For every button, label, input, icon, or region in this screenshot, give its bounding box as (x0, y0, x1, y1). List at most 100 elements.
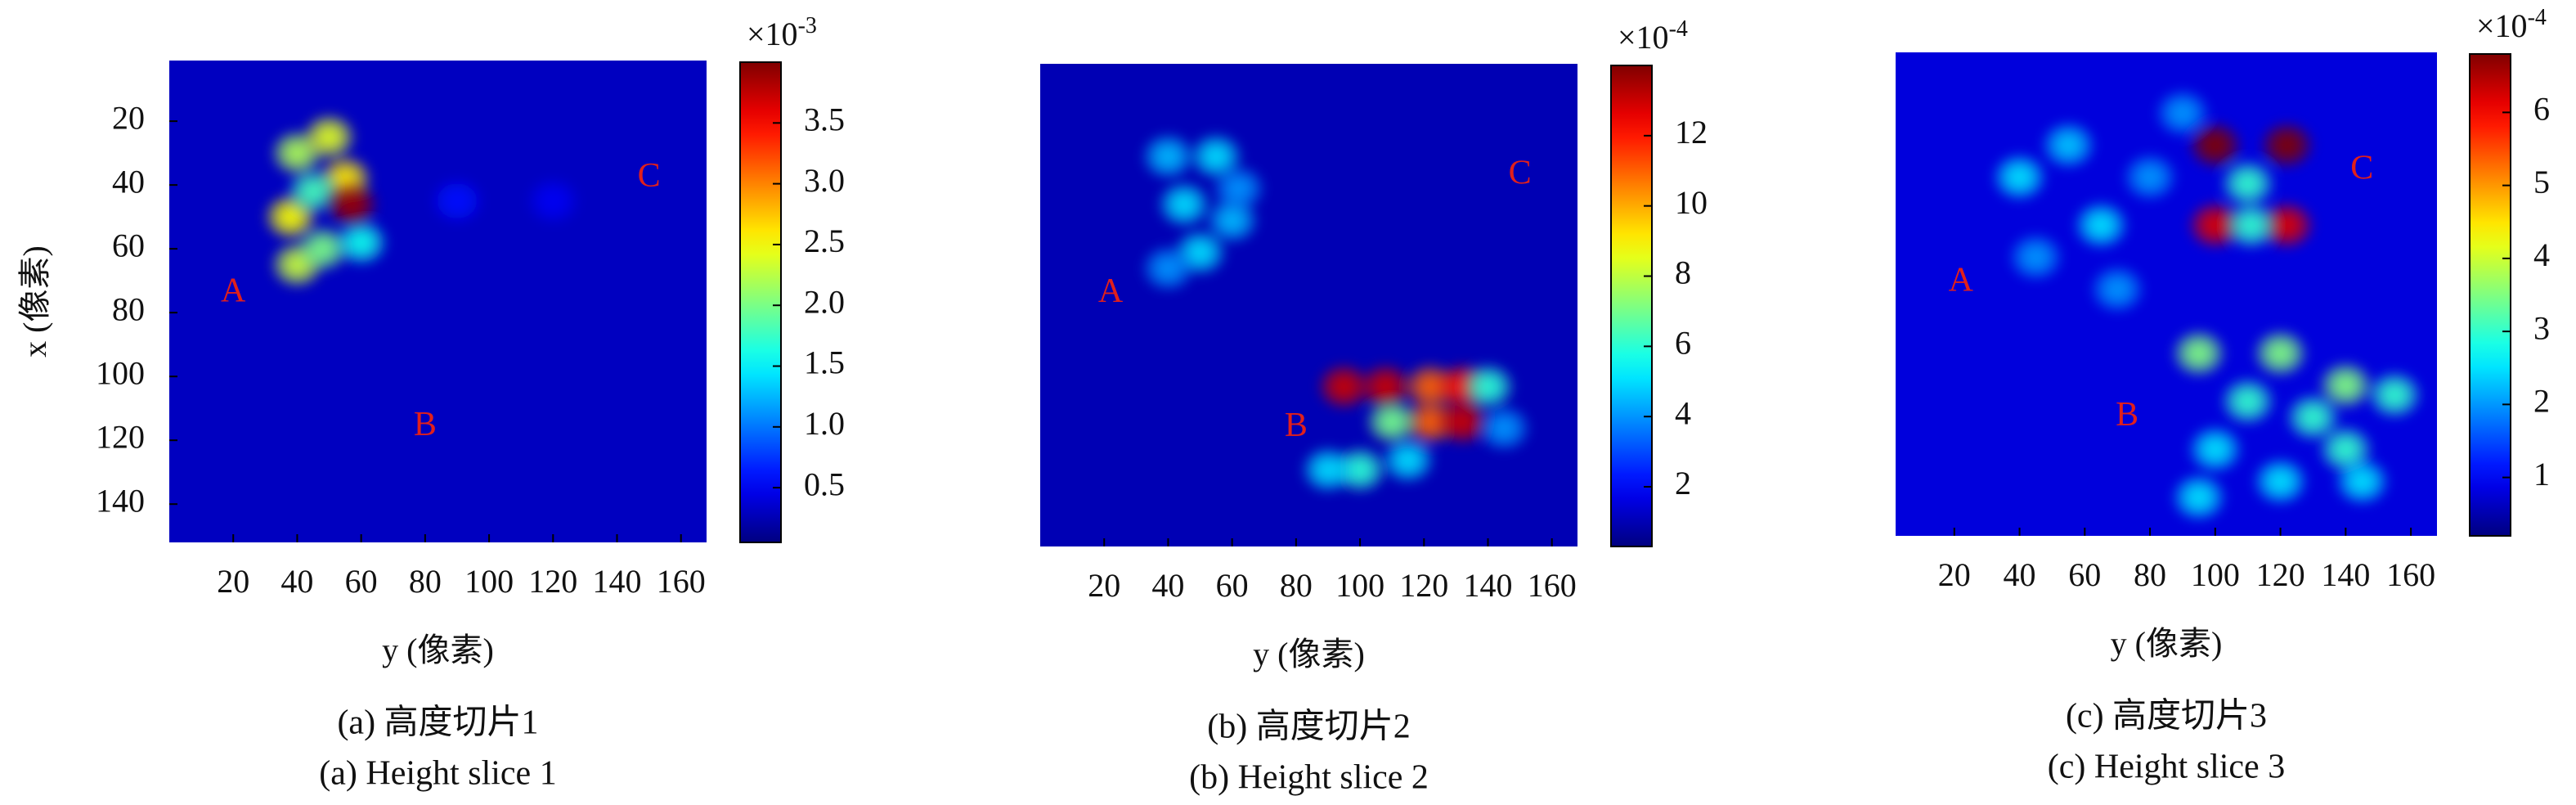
annotation: A (1098, 272, 1124, 310)
x-tick-label: 80 (1280, 567, 1313, 604)
heat-blob (1155, 178, 1214, 231)
y-tick-label: 20 (112, 99, 145, 136)
annotation: A (1949, 261, 1974, 299)
caption-en: (b) Height slice 2 (1189, 759, 1429, 797)
x-tick-label: 140 (2321, 556, 2370, 593)
x-tick-label: 160 (1528, 567, 1577, 604)
colorbar-tick-label: 3 (2533, 309, 2550, 346)
heat-blob (1299, 443, 1358, 496)
x-axis-title: y (像素) (2111, 625, 2223, 662)
colorbar-tick-label: 10 (1675, 184, 1708, 221)
heatmap-background (169, 61, 707, 542)
x-tick-label: 40 (2004, 556, 2036, 593)
caption-cn: (c) 高度切片3 (2066, 698, 2267, 735)
x-tick-label: 100 (464, 563, 514, 600)
x-tick-label: 100 (2191, 556, 2240, 593)
x-tick-label: 20 (1088, 567, 1120, 604)
x-tick-label: 120 (528, 563, 577, 600)
colorbar (739, 61, 782, 543)
heat-blob (300, 111, 358, 163)
colorbar-tick-label: 0.5 (804, 465, 845, 502)
colorbar-exponent: -4 (2528, 5, 2547, 30)
heat-blob (2088, 263, 2147, 316)
colorbar-tick-label: 1.5 (804, 344, 845, 381)
heat-blob (1459, 361, 1517, 412)
y-axis-title: x (像素) (16, 245, 53, 358)
x-tick-label: 40 (1151, 567, 1184, 604)
heat-blob (2071, 199, 2131, 252)
caption-cn: (b) 高度切片2 (1207, 708, 1410, 746)
x-tick-label: 120 (2256, 556, 2305, 593)
caption-cn: (a) 高度切片1 (337, 704, 538, 742)
colorbar-exponent: -4 (1669, 16, 1688, 42)
x-tick-label: 60 (2068, 556, 2101, 593)
x-tick-label: 120 (1399, 567, 1448, 604)
colorbar (2469, 53, 2511, 537)
x-axis-title: y (像素) (382, 632, 494, 668)
x-tick-label: 80 (409, 563, 442, 600)
colorbar-tick-label: 3.0 (804, 162, 845, 199)
annotation: C (638, 157, 661, 195)
colorbar-scale: ×10-4 (2476, 5, 2547, 44)
x-tick-label: 60 (345, 563, 378, 600)
heatmap (1896, 52, 2437, 536)
colorbar-tick-label: 4 (2533, 236, 2550, 273)
heat-blob (2039, 119, 2098, 172)
heat-blob (2251, 327, 2310, 380)
heat-blob (2120, 151, 2179, 204)
colorbar-tick-label: 2.5 (804, 223, 845, 259)
heat-blob (2218, 375, 2278, 428)
heat-blob (1315, 361, 1373, 412)
annotation: C (1509, 154, 1532, 191)
annotation: B (2116, 396, 2138, 434)
heat-blob (2169, 327, 2228, 380)
heat-blob (2185, 423, 2245, 476)
heat-blob (2006, 231, 2066, 284)
caption-en: (a) Height slice 1 (319, 755, 556, 793)
heatmap-blobs (1139, 131, 1533, 496)
colorbar-tick-label: 3.5 (804, 101, 845, 137)
x-axis-title: y (像素) (1253, 636, 1365, 672)
colorbar (1610, 65, 1653, 547)
colorbar-multiplier: ×10 (2476, 7, 2528, 44)
y-tick-label: 100 (96, 354, 145, 391)
y-tick-label: 80 (112, 290, 145, 327)
heat-blob (1139, 131, 1197, 182)
colorbar-tick-label: 4 (1675, 394, 1691, 431)
heatmap (169, 61, 707, 542)
x-tick-label: 100 (1335, 567, 1384, 604)
annotation: B (1285, 407, 1308, 444)
colorbar-tick-label: 1.0 (804, 405, 845, 442)
x-tick-label: 160 (657, 563, 706, 600)
heat-blob (2218, 157, 2278, 210)
heatmap (1040, 64, 1577, 546)
heat-blob (2169, 471, 2228, 524)
heat-blob (2365, 368, 2425, 421)
caption-en: (c) Height slice 3 (2048, 749, 2285, 786)
heat-blob (2153, 87, 2212, 140)
heat-blob (1379, 434, 1437, 486)
heatmap-blobs (1990, 87, 2425, 524)
colorbar-tick-label: 6 (1675, 325, 1691, 362)
y-tick-label: 140 (96, 482, 145, 519)
colorbar-tick-label: 6 (2533, 91, 2550, 128)
x-tick-label: 140 (1464, 567, 1513, 604)
heat-blob (428, 175, 487, 227)
heat-blob (1474, 402, 1533, 454)
x-tick-label: 80 (2134, 556, 2166, 593)
x-tick-label: 140 (593, 563, 642, 600)
colorbar-multiplier: ×10 (747, 16, 798, 52)
colorbar-tick-label: 1 (2533, 456, 2550, 492)
y-tick-label: 40 (112, 163, 145, 200)
heat-blob (332, 217, 390, 268)
heat-blob (2251, 455, 2310, 508)
heatmap-blobs (262, 111, 582, 290)
heat-blob (2257, 119, 2317, 172)
heat-blob (1362, 396, 1421, 447)
x-tick-label: 160 (2386, 556, 2435, 593)
colorbar-tick-label: 8 (1675, 254, 1691, 291)
colorbar-multiplier: ×10 (1618, 19, 1669, 56)
x-tick-label: 20 (217, 563, 249, 600)
colorbar-exponent: -3 (798, 13, 817, 38)
